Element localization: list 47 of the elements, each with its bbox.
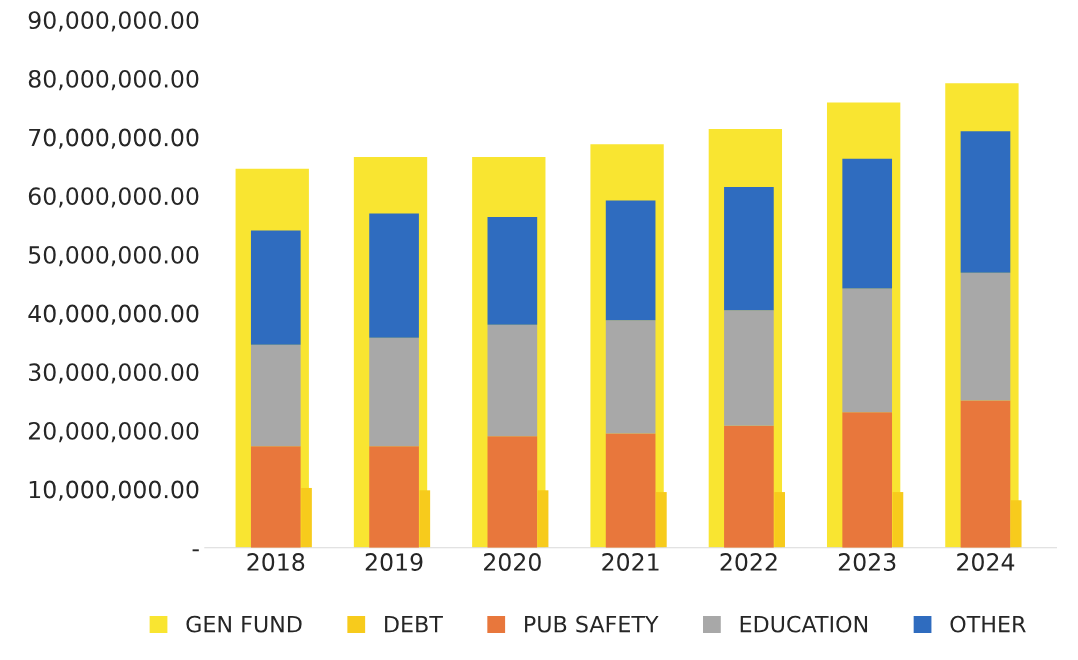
- bar: [724, 187, 774, 311]
- legend-label: PUB SAFETY: [525, 615, 659, 633]
- legend-label: OTHER: [950, 615, 1026, 633]
- bar: [960, 131, 1011, 273]
- y-tick-label: -: [192, 549, 199, 552]
- x-tick-label: 2020: [484, 553, 541, 571]
- bar: [774, 492, 785, 548]
- bar: [369, 337, 419, 447]
- bar: [724, 310, 774, 426]
- legend-label: GEN FUND: [186, 615, 302, 633]
- legend-label: EDUCATION: [740, 615, 868, 633]
- y-tick-label: 90,000,000.00: [28, 11, 199, 32]
- bar: [892, 492, 904, 548]
- y-tick-label: 40,000,000.00: [28, 304, 199, 325]
- y-tick-label: 60,000,000.00: [28, 187, 199, 208]
- y-tick-label: 70,000,000.00: [29, 128, 199, 149]
- y-tick-label: 20,000,000.00: [28, 421, 199, 443]
- bar: [605, 320, 656, 434]
- x-tick-label: 2018: [247, 553, 305, 571]
- bar: [537, 490, 549, 548]
- bar: [605, 433, 656, 548]
- bar: [301, 487, 312, 548]
- bar: [487, 216, 538, 325]
- x-tick-label: 2024: [957, 553, 1015, 571]
- bar: [1010, 500, 1022, 548]
- bar: [369, 213, 419, 338]
- bar: [960, 400, 1011, 548]
- x-tick-label: 2022: [720, 553, 777, 571]
- bar: [842, 288, 893, 413]
- bar: [842, 412, 893, 548]
- bar: [250, 344, 301, 447]
- bar: [250, 230, 301, 345]
- y-tick-label: 30,000,000.00: [29, 363, 199, 384]
- bar: [724, 425, 774, 548]
- bar: [605, 200, 656, 321]
- bar: [487, 324, 538, 437]
- bar: [842, 158, 893, 289]
- legend-label: DEBT: [385, 616, 443, 633]
- bar: [960, 272, 1011, 401]
- y-tick-label: 50,000,000.00: [29, 245, 199, 267]
- x-tick-label: 2019: [365, 553, 423, 571]
- x-tick-label: 2021: [602, 553, 659, 571]
- bar: [656, 492, 667, 548]
- y-tick-label: 80,000,000.00: [28, 69, 199, 91]
- bar: [419, 490, 431, 548]
- y-tick-label: 10,000,000.00: [29, 480, 199, 501]
- x-tick-label: 2023: [838, 553, 896, 571]
